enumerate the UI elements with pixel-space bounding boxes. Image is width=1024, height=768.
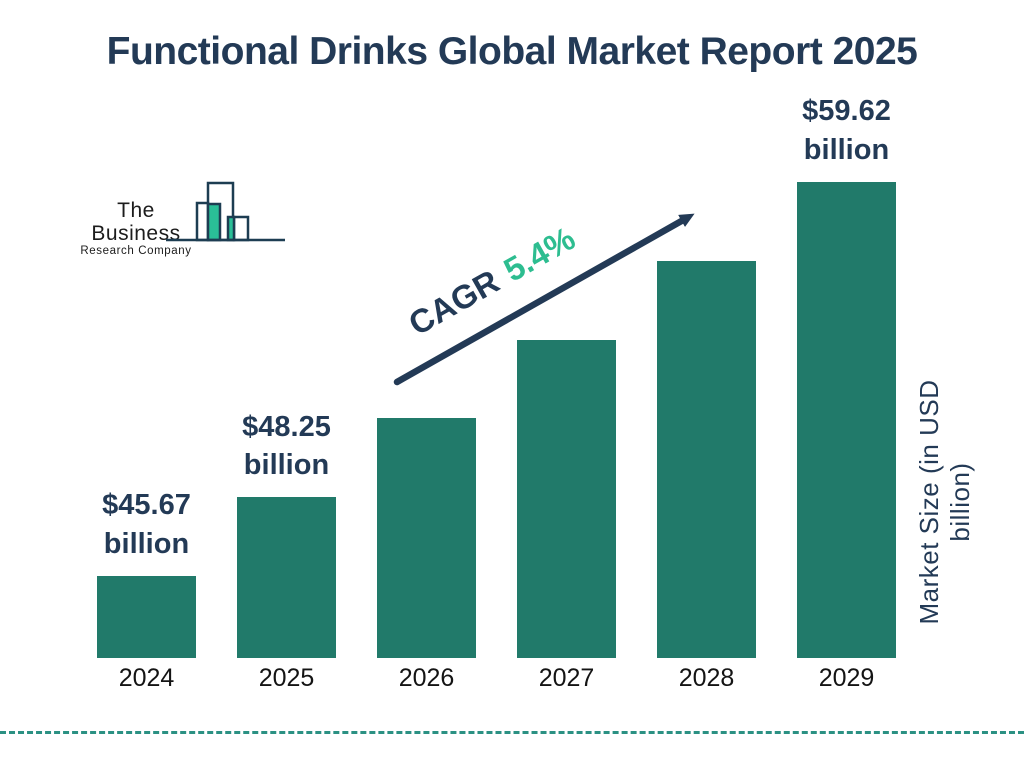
cagr-trend-arrow (393, 213, 695, 386)
bar-column-2027 (517, 339, 616, 658)
bar-column-2026 (377, 418, 476, 658)
bar-chart-area: $45.67 billion $48.25 billion $59.62 billion (97, 95, 897, 658)
bar-value-label-2029: $59.62 billion (802, 95, 891, 166)
bar-value-label-2024: $45.67 billion (102, 489, 191, 560)
bar-column-2028 (657, 260, 756, 658)
x-tick-2025: 2025 (258, 664, 315, 692)
bar-2028 (657, 260, 756, 658)
page-title: Functional Drinks Global Market Report 2… (106, 30, 918, 73)
logo-bar-chart-icon (166, 181, 285, 242)
bar-column-2024: $45.67 billion (97, 486, 196, 658)
x-tick-2029: 2029 (818, 664, 875, 692)
logo-name-secondary: Research Company (80, 245, 192, 258)
dashed-divider-line (0, 731, 1024, 734)
bar-column-2025: $48.25 billion (237, 408, 336, 658)
x-tick-2026: 2026 (398, 664, 455, 692)
y-axis-label: Market Size (in USD billion) (914, 379, 975, 625)
bar-column-2029: $59.62 billion (797, 92, 896, 658)
bar-2025 (237, 497, 336, 658)
bar-2026 (377, 418, 476, 658)
x-axis-labels: 2024 2025 2026 2027 2028 2029 (97, 664, 897, 693)
logo-name-primary: The Business (91, 199, 181, 246)
x-tick-2024: 2024 (118, 664, 175, 692)
x-tick-2028: 2028 (678, 664, 735, 692)
bar-2029 (797, 182, 896, 658)
x-tick-2027: 2027 (538, 664, 595, 692)
bar-value-label-2025: $48.25 billion (242, 410, 331, 481)
company-logo: The Business Research Company (74, 199, 198, 257)
bar-2027 (517, 339, 616, 658)
bar-2024 (97, 576, 196, 658)
